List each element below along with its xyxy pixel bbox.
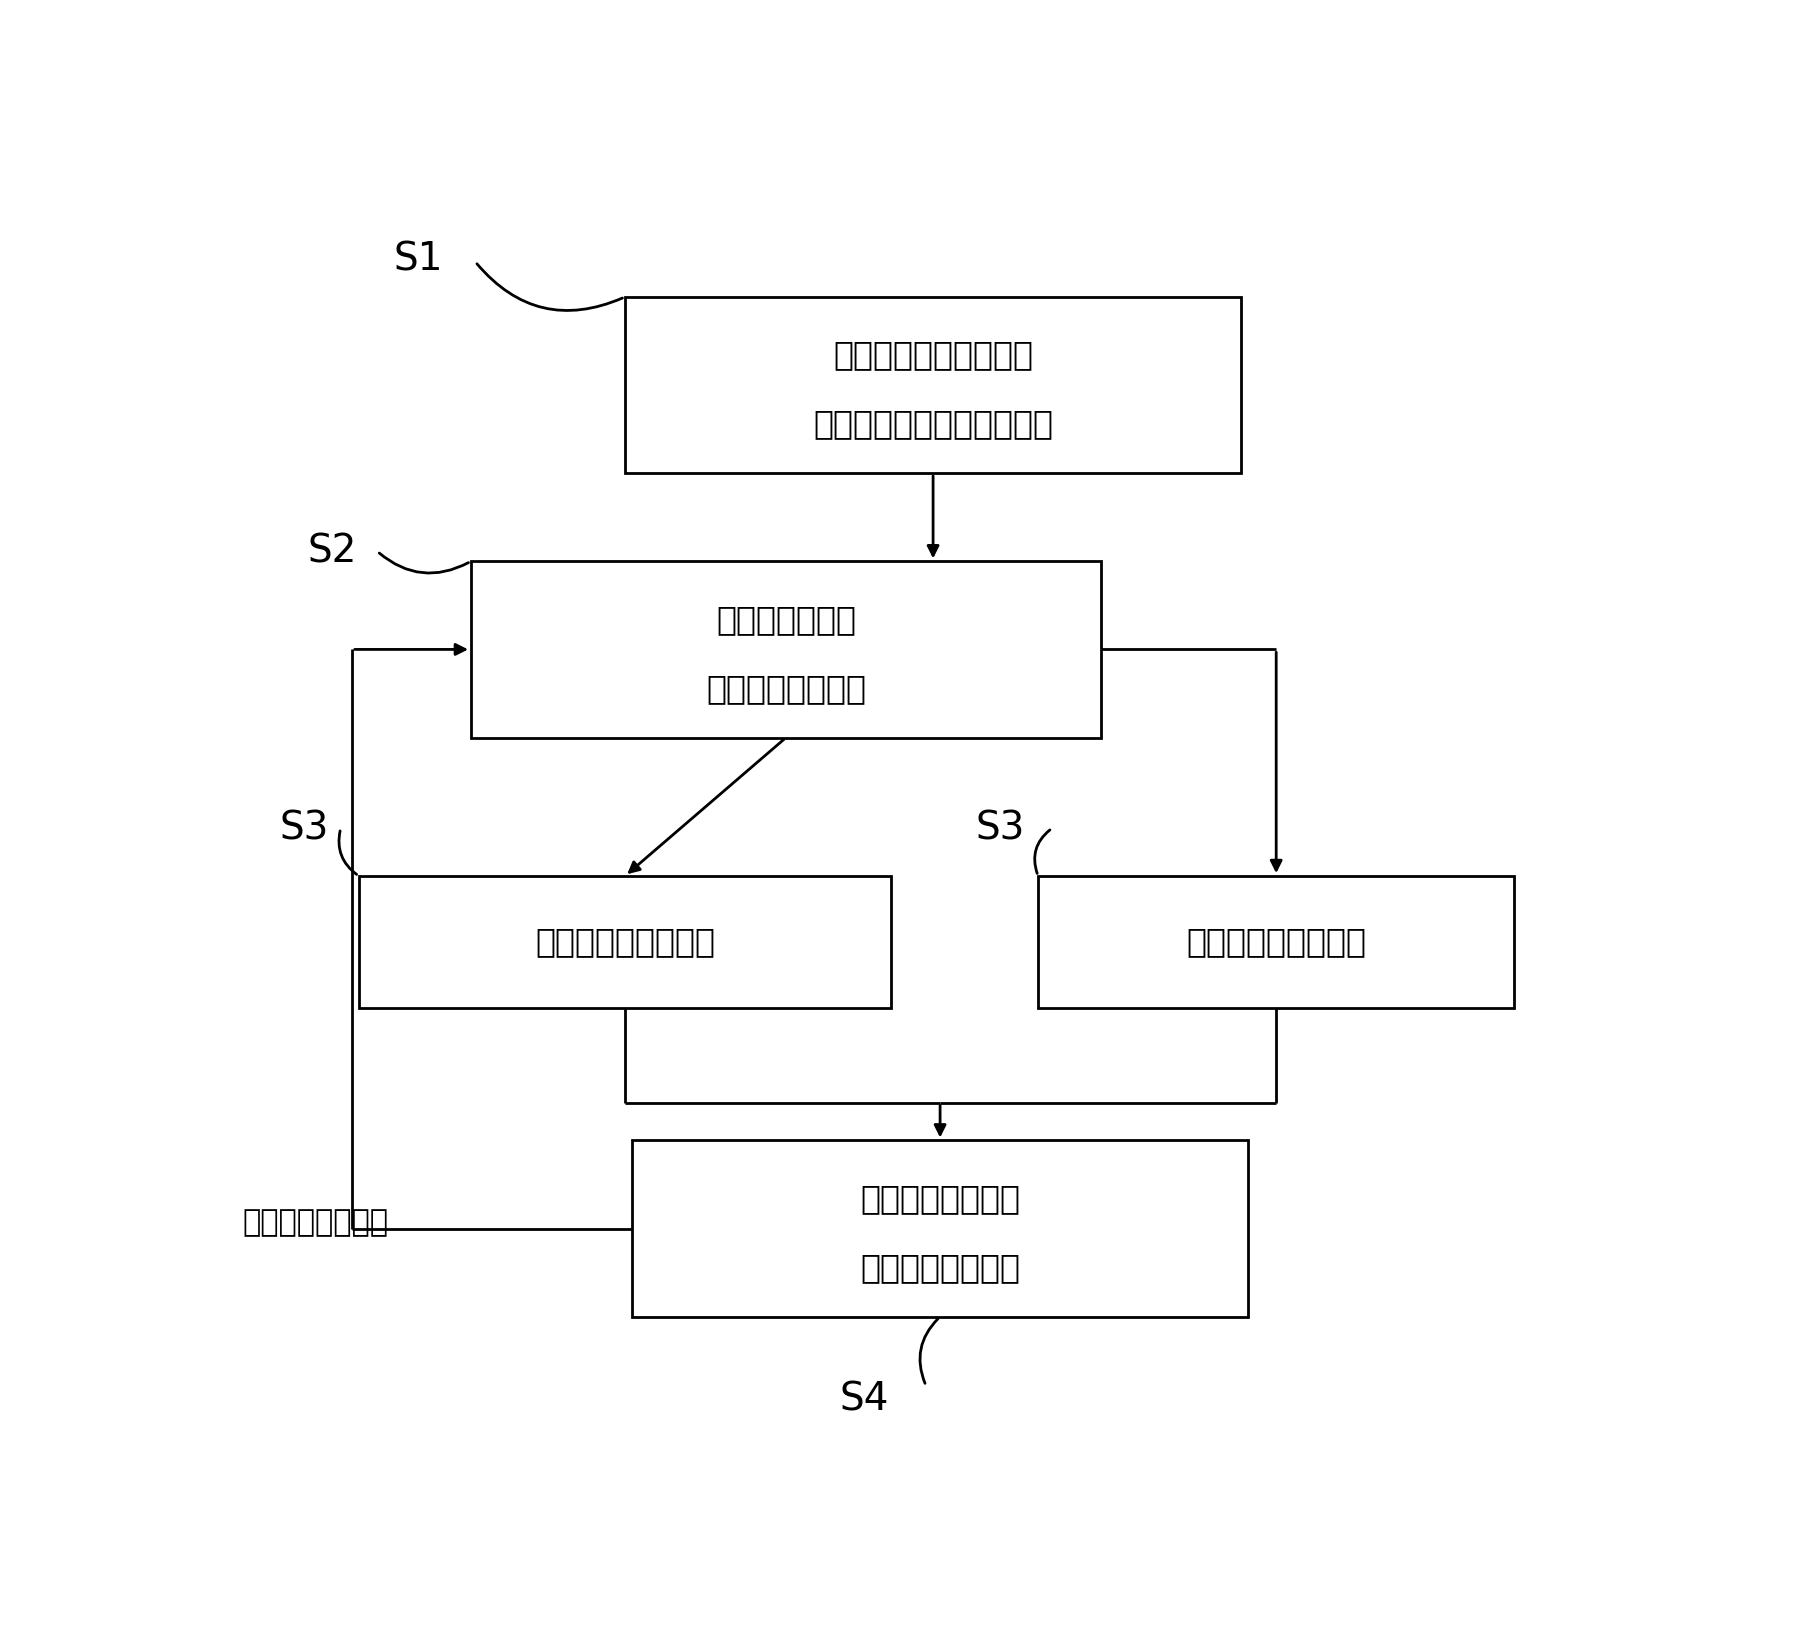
Text: 输出关键设备性能: 输出关键设备性能 [860,1182,1021,1215]
Text: 提升试验特性曲线: 提升试验特性曲线 [860,1251,1021,1283]
Text: S3: S3 [278,809,329,847]
Text: 过滤器性能试验研究: 过滤器性能试验研究 [535,925,716,958]
FancyBboxPatch shape [632,1141,1249,1316]
Text: 除盐床性能试验研究: 除盐床性能试验研究 [1185,925,1366,958]
Text: S4: S4 [838,1380,889,1419]
FancyBboxPatch shape [625,298,1241,473]
Text: S2: S2 [307,533,356,571]
Text: 建立系统流量特性分析模型: 建立系统流量特性分析模型 [813,407,1053,440]
Text: 设备节点计算分析: 设备节点计算分析 [707,672,866,705]
Text: 性能提升数据反馈: 性能提升数据反馈 [242,1208,389,1236]
Text: S1: S1 [394,240,443,278]
FancyBboxPatch shape [472,561,1100,737]
FancyBboxPatch shape [360,876,891,1009]
FancyBboxPatch shape [1037,876,1514,1009]
Text: 对需提干化流量的管线: 对需提干化流量的管线 [833,338,1034,371]
Text: S3: S3 [976,809,1025,847]
Text: 系统回路各关键: 系统回路各关键 [716,603,857,636]
